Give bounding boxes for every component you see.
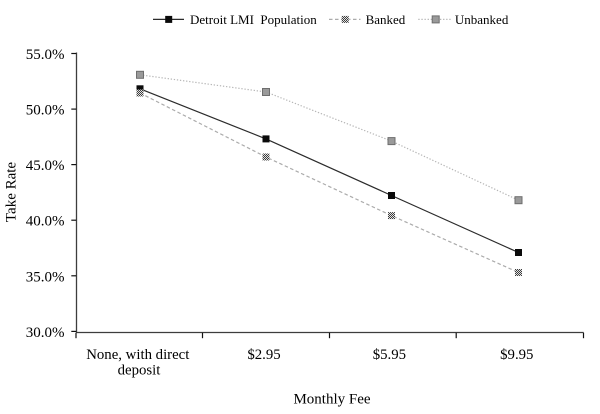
svg-text:Detroit LMI Population: Detroit LMI Population (190, 12, 317, 27)
svg-text:Monthly Fee: Monthly Fee (293, 392, 370, 408)
svg-text:40.0%: 40.0% (26, 214, 65, 230)
svg-text:50.0%: 50.0% (26, 103, 65, 119)
svg-text:$5.95: $5.95 (373, 347, 406, 363)
svg-text:Take Rate: Take Rate (4, 162, 20, 223)
svg-text:Unbanked: Unbanked (455, 12, 509, 27)
svg-text:None, with direct: None, with direct (86, 347, 190, 363)
svg-text:deposit: deposit (118, 363, 162, 379)
svg-text:30.0%: 30.0% (26, 325, 65, 341)
svg-text:Banked: Banked (366, 12, 406, 27)
svg-text:45.0%: 45.0% (26, 158, 65, 174)
svg-text:$2.95: $2.95 (247, 347, 280, 363)
svg-text:$9.95: $9.95 (500, 347, 533, 363)
svg-text:55.0%: 55.0% (26, 47, 65, 63)
svg-text:35.0%: 35.0% (26, 269, 65, 285)
